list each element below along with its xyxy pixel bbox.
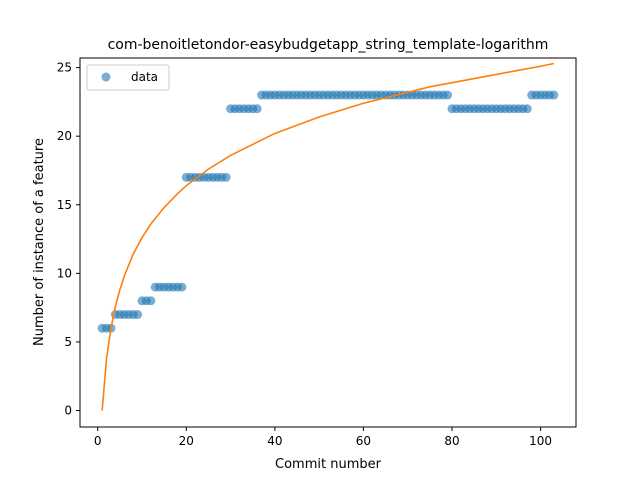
x-tick-label: 20 — [179, 434, 194, 448]
x-axis-label: Commit number — [275, 457, 382, 472]
data-point — [252, 104, 262, 114]
y-tick-label: 10 — [57, 266, 72, 280]
data-point — [146, 296, 156, 306]
axes-frame — [79, 57, 577, 428]
data-point — [549, 90, 559, 100]
legend-entry-data: data — [131, 70, 158, 84]
x-tick-label: 40 — [267, 434, 282, 448]
y-tick-label: 15 — [57, 198, 72, 212]
plot-area — [97, 62, 559, 411]
x-tick-label: 80 — [444, 434, 459, 448]
y-axis-label: Number of instance of a feature — [32, 138, 47, 346]
x-tick-label: 0 — [94, 434, 102, 448]
data-point — [522, 104, 532, 114]
y-tick-label: 5 — [64, 335, 72, 349]
x-tick-label: 60 — [356, 434, 371, 448]
y-tick-label: 20 — [57, 129, 72, 143]
data-point — [221, 172, 231, 182]
data-point — [443, 90, 453, 100]
data-point — [177, 282, 187, 292]
y-tick-label: 25 — [57, 61, 72, 75]
fit-line — [101, 62, 555, 411]
y-tick-label: 0 — [64, 404, 72, 418]
x-axis-ticks: 0 20 40 60 80 100 — [94, 427, 552, 448]
legend: data — [86, 64, 170, 91]
y-axis-ticks: 0 5 10 15 20 25 — [57, 61, 80, 418]
legend-marker — [101, 72, 111, 82]
legend-box — [86, 64, 170, 91]
chart-title: com-benoitletondor-easybudgetapp_string_… — [108, 37, 549, 53]
data-point — [133, 310, 143, 320]
x-tick-label: 100 — [529, 434, 552, 448]
